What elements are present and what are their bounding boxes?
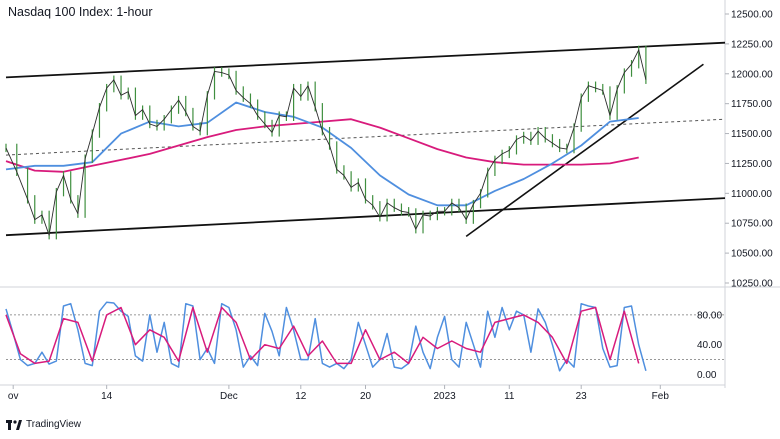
- tradingview-branding: TradingView: [6, 419, 81, 430]
- time-tick-label: 12: [295, 391, 307, 402]
- price-panel: [5, 41, 726, 240]
- time-x-axis: ov 14 Dec 12 20 2023 11 23 Feb: [8, 385, 669, 402]
- time-tick-label: Dec: [220, 391, 238, 402]
- price-tick-label: 11250.00: [731, 159, 772, 170]
- price-tick-label: 10500.00: [731, 249, 773, 260]
- time-tick-label: 2023: [433, 391, 456, 402]
- price-tick-label: 11000.00: [731, 189, 772, 200]
- price-tick-label: 11750.00: [731, 99, 772, 110]
- price-tick-label: 10750.00: [731, 219, 773, 230]
- branding-label: TradingView: [26, 419, 82, 430]
- price-tick-label: 12500.00: [731, 10, 773, 21]
- stochastic-panel: [5, 301, 725, 372]
- support-trendline: [465, 63, 704, 238]
- stochastic-k-line: [5, 301, 647, 372]
- price-y-axis: 12500.00 12250.00 12000.00 11750.00 11500.00…: [725, 10, 773, 290]
- time-tick-label: Feb: [652, 391, 670, 402]
- time-tick-label: 23: [576, 391, 588, 402]
- stochastic-y-axis: 80.00 40.00 0.00: [697, 310, 722, 381]
- price-line: [5, 49, 647, 236]
- time-tick-label: 20: [360, 391, 372, 402]
- price-tick-label: 10250.00: [731, 279, 773, 290]
- chart-title: Nasdaq 100 Index: 1-hour: [8, 5, 153, 19]
- tradingview-logo-icon: [6, 419, 22, 430]
- time-tick-label: 11: [504, 391, 515, 402]
- price-tick-label: 11500.00: [731, 129, 772, 140]
- channel-top-line: [5, 41, 726, 79]
- stochastic-d-line: [5, 306, 640, 365]
- time-tick-label: 14: [101, 391, 113, 402]
- price-tick-label: 12000.00: [731, 69, 773, 80]
- price-tick-label: 12250.00: [731, 39, 773, 50]
- channel-mid-line: [5, 118, 726, 156]
- time-tick-label: ov: [8, 391, 19, 402]
- stochastic-tick-label: 0.00: [697, 370, 717, 381]
- channel-bottom-line: [5, 197, 726, 237]
- stochastic-tick-label: 40.00: [697, 340, 722, 351]
- stochastic-tick-label: 80.00: [697, 310, 722, 321]
